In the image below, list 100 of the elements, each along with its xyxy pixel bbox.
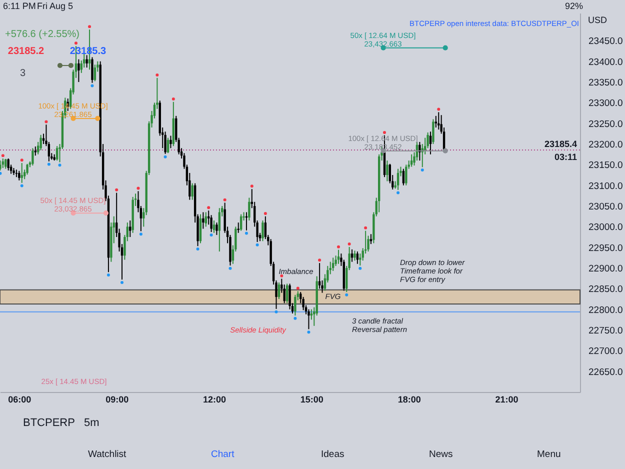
candlestick bbox=[94, 64, 96, 82]
text: Menu bbox=[537, 449, 561, 460]
y-tick-label: 22700.0 bbox=[588, 346, 623, 358]
y-tick-label: 23300.0 bbox=[588, 98, 623, 110]
y-tick-label: 23400.0 bbox=[588, 56, 623, 68]
y-tick-label: 22900.0 bbox=[588, 264, 623, 275]
point bbox=[164, 155, 167, 158]
y-tick-label: 23050.0 bbox=[588, 202, 623, 213]
point bbox=[103, 210, 109, 216]
candlestick bbox=[240, 214, 242, 232]
candlestick bbox=[432, 118, 434, 145]
text: 6:11 PM bbox=[3, 1, 36, 11]
point bbox=[244, 232, 248, 235]
point bbox=[106, 274, 110, 277]
annotation: 03:11 bbox=[554, 152, 577, 162]
annotation: +576.6 (+2.55%) bbox=[5, 29, 80, 40]
y-tick-label: 22650.0 bbox=[588, 366, 623, 378]
text: 92% bbox=[564, 1, 583, 11]
y-tick-label: 23350.0 bbox=[588, 78, 623, 89]
candlestick bbox=[288, 283, 291, 310]
point bbox=[383, 130, 386, 134]
candlestick bbox=[218, 208, 221, 252]
candlestick bbox=[302, 296, 304, 311]
candlestick bbox=[18, 170, 20, 181]
point bbox=[210, 233, 213, 236]
point bbox=[115, 188, 118, 192]
candlestick bbox=[418, 141, 421, 162]
candlestick bbox=[286, 283, 288, 304]
candlestick bbox=[40, 134, 42, 151]
point bbox=[47, 162, 50, 166]
point bbox=[90, 84, 94, 88]
point bbox=[58, 164, 62, 167]
point bbox=[207, 206, 210, 210]
point bbox=[250, 184, 254, 188]
y-tick-label: 23000.0 bbox=[588, 222, 623, 234]
point bbox=[74, 42, 78, 45]
y-tick-label: 22950.0 bbox=[588, 242, 623, 254]
candlestick bbox=[386, 160, 388, 182]
point bbox=[264, 212, 267, 215]
candlestick bbox=[367, 235, 370, 252]
text: USD bbox=[588, 15, 608, 25]
candlestick bbox=[166, 137, 170, 154]
point bbox=[20, 158, 24, 162]
candlestick bbox=[26, 163, 28, 176]
point bbox=[196, 248, 200, 250]
point bbox=[442, 45, 448, 50]
candlestick bbox=[129, 220, 132, 238]
point bbox=[274, 310, 278, 314]
candlestick bbox=[405, 164, 408, 186]
point bbox=[336, 245, 340, 248]
y-tick-label: 23100.0 bbox=[588, 180, 623, 192]
point bbox=[88, 25, 92, 28]
x-tick-label: 06:00 bbox=[8, 394, 32, 404]
candlestick bbox=[204, 212, 207, 228]
candlestick bbox=[170, 135, 172, 149]
point bbox=[294, 316, 297, 320]
candlestick bbox=[191, 182, 194, 200]
point bbox=[396, 191, 400, 194]
point bbox=[358, 266, 362, 270]
candlestick bbox=[354, 250, 356, 262]
x-tick-label: 15:00 bbox=[300, 394, 324, 404]
point bbox=[296, 286, 300, 290]
point bbox=[345, 293, 348, 296]
candlestick bbox=[91, 56, 94, 84]
candlestick bbox=[164, 131, 166, 154]
point bbox=[223, 198, 226, 202]
candlestick bbox=[278, 282, 280, 300]
text: Chart bbox=[211, 449, 235, 460]
annotation: 23185.2 bbox=[8, 46, 45, 57]
candlestick bbox=[86, 54, 88, 68]
candlestick bbox=[248, 197, 250, 221]
point bbox=[1, 154, 4, 158]
candlestick bbox=[434, 115, 438, 128]
x-tick-label: 12:00 bbox=[202, 394, 226, 404]
y-tick-label: 23450.0 bbox=[588, 36, 623, 48]
y-tick-label: 22750.0 bbox=[588, 326, 623, 337]
x-tick-label: 21:00 bbox=[495, 394, 518, 404]
point bbox=[139, 232, 142, 236]
candlestick bbox=[237, 222, 240, 234]
candlestick bbox=[262, 220, 264, 242]
point bbox=[156, 74, 159, 76]
candlestick bbox=[202, 212, 204, 230]
point bbox=[364, 226, 368, 230]
point bbox=[57, 62, 63, 68]
candlestick bbox=[34, 146, 36, 156]
candlestick bbox=[216, 222, 218, 236]
candlestick bbox=[20, 162, 23, 184]
candlestick bbox=[318, 262, 321, 290]
candlestick bbox=[396, 168, 400, 190]
point bbox=[172, 97, 175, 100]
point bbox=[228, 266, 232, 270]
candlestick bbox=[294, 294, 296, 316]
candlestick bbox=[212, 220, 216, 234]
point bbox=[437, 108, 440, 111]
annotation: 3 bbox=[20, 68, 26, 79]
y-tick-label: 23250.0 bbox=[588, 118, 623, 130]
candlestick bbox=[332, 257, 334, 272]
point bbox=[442, 148, 448, 154]
y-tick-label: 22850.0 bbox=[588, 284, 623, 296]
text: Watchlist bbox=[88, 449, 127, 460]
